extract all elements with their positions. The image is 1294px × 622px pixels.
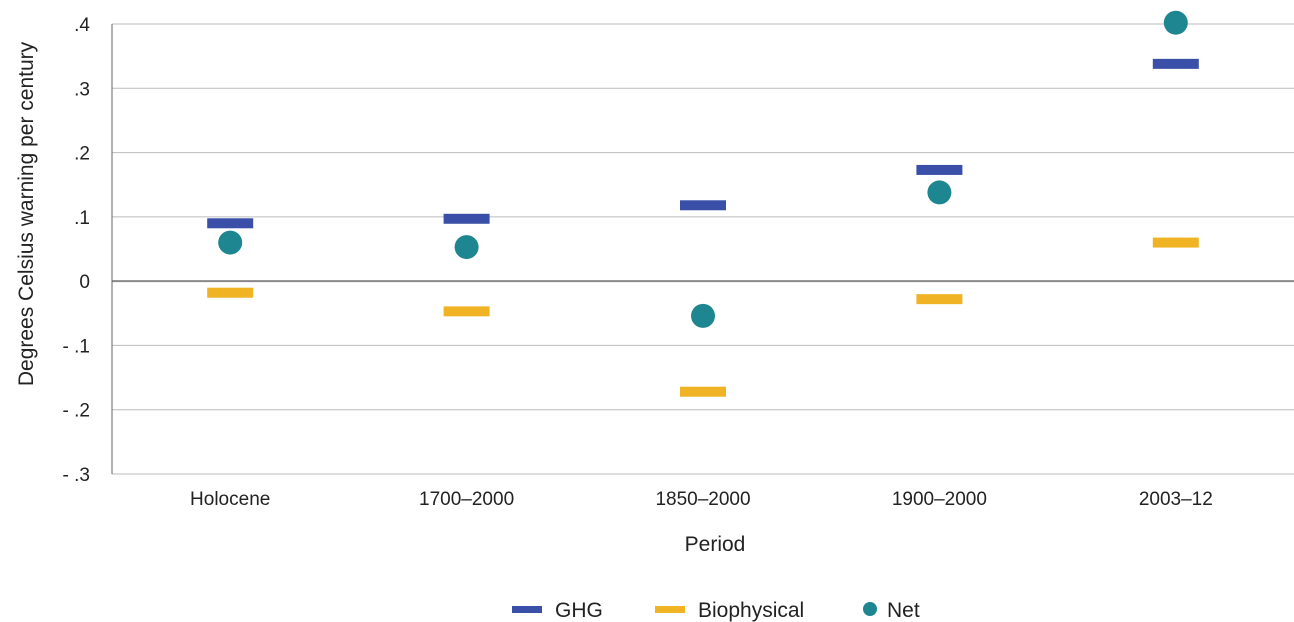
y-tick-labels: .4 .3 .2 .1 0 - .1 - .2 - .3 — [63, 15, 91, 486]
legend-ghg-swatch — [512, 606, 542, 613]
ghg-mark — [207, 218, 254, 229]
legend-biophysical-label: Biophysical — [698, 599, 804, 622]
biophysical-mark — [443, 306, 490, 317]
net-point — [1163, 10, 1188, 35]
biophysical-mark — [1152, 237, 1199, 248]
grid-lines — [111, 23, 1294, 475]
legend-net-label: Net — [887, 599, 920, 622]
x-tick-label: 1700–2000 — [419, 489, 514, 510]
y-tick-label: .1 — [74, 208, 90, 229]
x-axis-title: Period — [685, 533, 746, 556]
net-point — [927, 180, 952, 205]
y-tick-label: 0 — [79, 272, 90, 293]
y-tick-label: - .2 — [63, 401, 90, 422]
biophysical-mark — [680, 386, 726, 397]
x-tick-label: 1900–2000 — [892, 489, 987, 510]
x-tick-labels: Holocene 1700–2000 1850–2000 1900–2000 2003–… — [190, 489, 1213, 510]
y-tick-label: - .3 — [63, 465, 90, 486]
y-tick-label: .3 — [74, 79, 90, 100]
x-tick-label: 1850–2000 — [655, 489, 750, 510]
y-tick-label: .4 — [74, 15, 90, 36]
biophysical-mark — [207, 287, 254, 298]
net-point — [454, 235, 479, 260]
y-axis-title: Degrees Celsius warning per century — [15, 41, 38, 386]
x-tick-label: 2003–12 — [1139, 489, 1213, 510]
x-tick-label: Holocene — [190, 489, 270, 510]
legend-ghg-label: GHG — [555, 599, 603, 622]
y-tick-label: - .1 — [63, 336, 90, 357]
biophysical-mark — [916, 294, 963, 305]
ghg-mark — [680, 200, 726, 211]
legend-net-swatch — [863, 602, 877, 616]
ghg-mark — [916, 164, 963, 175]
ghg-mark — [1152, 58, 1199, 69]
legend-biophysical-swatch — [655, 606, 685, 613]
net-point — [218, 230, 243, 255]
data-marks — [207, 10, 1199, 397]
ghg-mark — [443, 213, 490, 224]
net-point — [691, 303, 715, 328]
legend: GHG Biophysical Net — [512, 599, 920, 622]
y-tick-label: .2 — [74, 144, 90, 165]
